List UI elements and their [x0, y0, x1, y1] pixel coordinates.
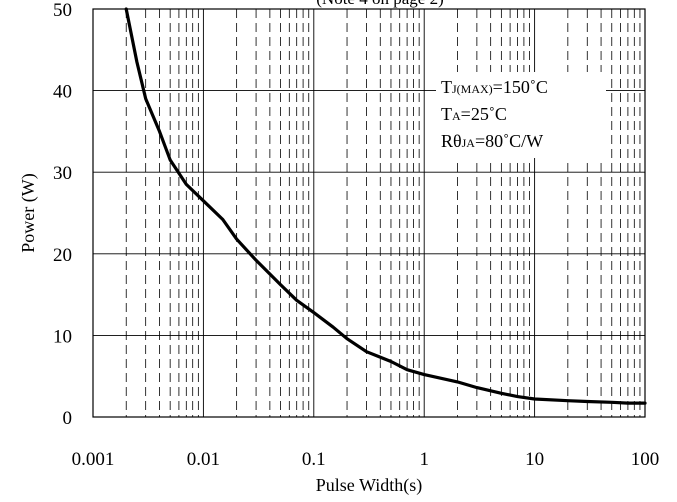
annotation-ta: TA=25˚C — [441, 104, 507, 124]
x-tick-label: 0.1 — [302, 449, 326, 470]
y-tick-label: 30 — [53, 163, 72, 184]
grid-lines — [93, 9, 645, 417]
annotation-tjmax: TJ(MAX)=150˚C — [441, 77, 548, 97]
power-curve-line — [124, 7, 647, 405]
x-axis-label: Pulse Width(s) — [316, 475, 422, 496]
tick-labels: 0.001 0.01 0.1 1 10 100 0 10 20 30 40 50 — [53, 0, 659, 470]
x-tick-label: 0.01 — [187, 449, 220, 470]
y-tick-label: 40 — [53, 82, 72, 103]
x-tick-label: 10 — [525, 449, 544, 470]
plot-frame — [92, 8, 646, 418]
x-tick-label: 1 — [419, 449, 429, 470]
x-tick-label: 100 — [631, 449, 660, 470]
y-axis-label: Power (W) — [18, 173, 39, 252]
annotation-box — [436, 72, 606, 158]
series-group — [124, 7, 647, 405]
y-tick-label: 50 — [53, 0, 72, 21]
x-tick-label: 0.001 — [72, 449, 115, 470]
y-tick-label: 0 — [63, 408, 73, 429]
annotation-rthja: RθJA=80˚C/W — [441, 131, 543, 151]
y-tick-label: 10 — [53, 326, 72, 347]
y-tick-label: 20 — [53, 245, 72, 266]
chart-title: (Note 4 on page 2) — [316, 0, 443, 8]
